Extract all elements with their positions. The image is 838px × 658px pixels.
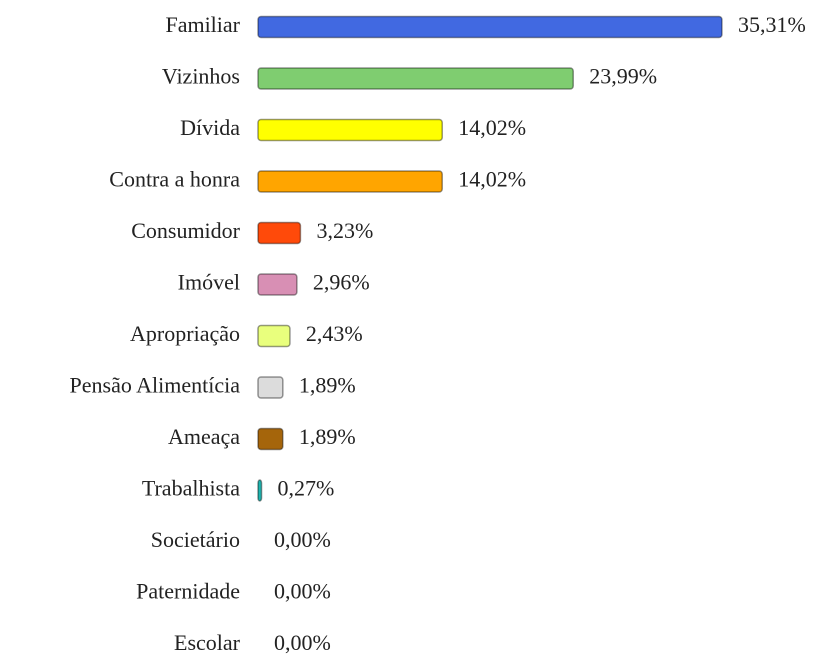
value-label: 0,00% <box>274 630 331 655</box>
category-label: Trabalhista <box>142 476 240 501</box>
value-label: 14,02% <box>458 115 526 140</box>
value-label: 35,31% <box>738 12 806 37</box>
category-label: Apropriação <box>130 321 240 346</box>
category-label: Familiar <box>165 12 240 37</box>
category-label: Consumidor <box>131 218 240 243</box>
category-label: Imóvel <box>178 270 240 295</box>
category-label: Dívida <box>180 115 240 140</box>
value-label: 2,43% <box>306 321 363 346</box>
value-label: 2,96% <box>313 270 370 295</box>
category-label: Societário <box>151 527 240 552</box>
category-label: Pensão Alimentícia <box>70 373 241 398</box>
value-label: 0,00% <box>274 579 331 604</box>
category-label: Paternidade <box>136 579 240 604</box>
value-label: 3,23% <box>316 218 373 243</box>
category-label: Escolar <box>174 630 241 655</box>
bar <box>257 67 574 90</box>
bar <box>257 273 298 296</box>
bar <box>257 427 284 451</box>
bar <box>257 15 723 39</box>
bar <box>257 221 302 245</box>
value-label: 14,02% <box>458 167 526 192</box>
value-label: 0,27% <box>278 476 335 501</box>
value-label: 23,99% <box>589 64 657 89</box>
bar <box>257 479 263 502</box>
bar <box>257 170 443 193</box>
category-label: Vizinhos <box>162 64 240 89</box>
bar <box>257 324 291 348</box>
bar <box>257 118 443 142</box>
bar <box>257 376 284 399</box>
category-label: Contra a honra <box>109 167 240 192</box>
value-label: 1,89% <box>299 424 356 449</box>
value-label: 1,89% <box>299 373 356 398</box>
category-label: Ameaça <box>168 424 240 449</box>
value-label: 0,00% <box>274 527 331 552</box>
